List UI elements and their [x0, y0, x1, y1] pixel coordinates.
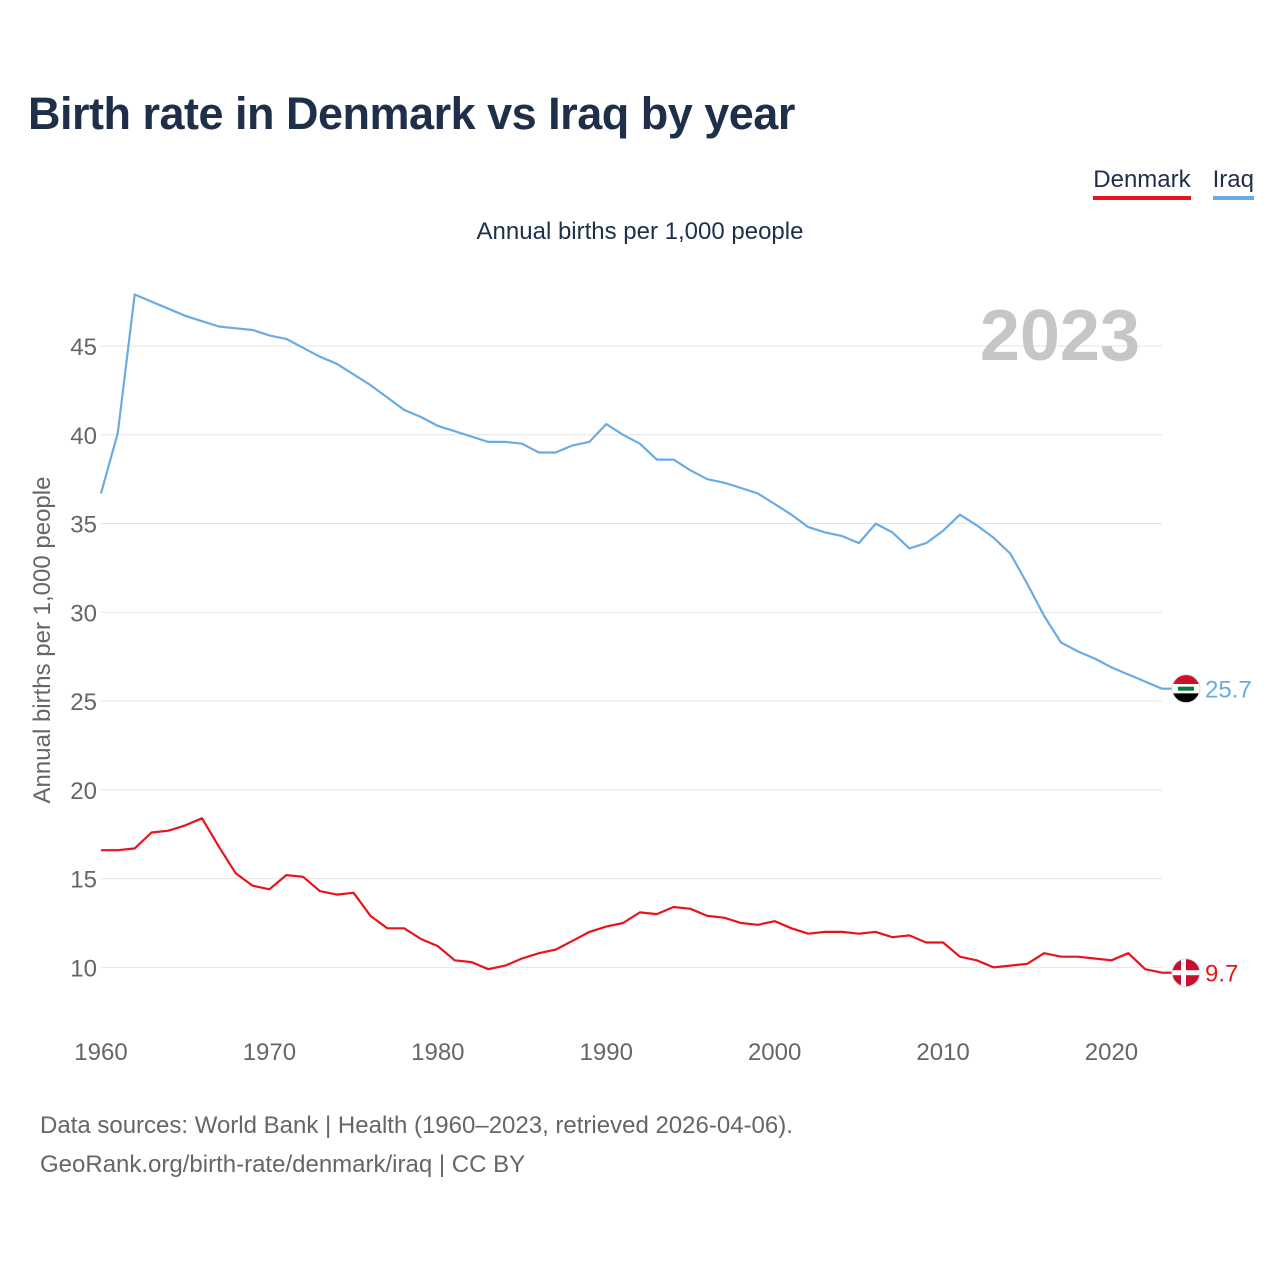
legend-item-denmark[interactable]: Denmark	[1093, 166, 1191, 200]
x-tick-label: 1990	[580, 1039, 633, 1066]
end-markers: 9.7 25.7	[1162, 674, 1252, 988]
y-tick-label: 40	[70, 423, 97, 450]
series-line-iraq	[99, 293, 1163, 690]
x-tick-label: 1980	[411, 1039, 464, 1066]
x-tick-label: 1970	[243, 1039, 296, 1066]
grid-lines	[101, 345, 1162, 968]
year-watermark: 2023	[980, 296, 1140, 376]
y-tick-label: 20	[70, 778, 97, 805]
x-tick-label: 2020	[1085, 1039, 1138, 1066]
y-tick-label: 30	[70, 600, 97, 627]
y-tick-label: 10	[70, 955, 97, 982]
series-line-denmark	[101, 817, 1163, 974]
flag-iraq-icon	[1171, 674, 1201, 704]
y-axis-label: Annual births per 1,000 people	[29, 477, 56, 804]
y-tick-label: 15	[70, 867, 97, 894]
legend-item-iraq[interactable]: Iraq	[1212, 166, 1254, 200]
chart-subtitle: Annual births per 1,000 people	[476, 218, 804, 245]
y-tick-label: 35	[70, 512, 97, 539]
x-tick-label: 1960	[74, 1039, 127, 1066]
flag-denmark-icon	[1171, 958, 1201, 988]
data-source: Data sources: World Bank | Health (1960–…	[40, 1112, 793, 1139]
chart-title: Birth rate in Denmark vs Iraq by year	[28, 88, 795, 139]
y-tick-label: 45	[70, 334, 97, 361]
series-lines	[99, 293, 1163, 974]
legend: Denmark Iraq	[1093, 166, 1254, 200]
x-tick-label: 2010	[916, 1039, 969, 1066]
y-tick-label: 25	[70, 689, 97, 716]
y-axis-ticks: 10 15 20 25 30 35 40 45	[70, 334, 97, 982]
x-tick-label: 2000	[748, 1039, 801, 1066]
footer: Data sources: World Bank | Health (1960–…	[40, 1106, 793, 1184]
end-value-label: 25.7	[1205, 677, 1252, 704]
x-axis-ticks: 1960 1970 1980 1990 2000 2010 2020	[74, 1039, 1138, 1066]
source-link[interactable]: GeoRank.org/birth-rate/denmark/iraq | CC…	[40, 1151, 526, 1178]
end-value-label: 9.7	[1205, 961, 1238, 988]
